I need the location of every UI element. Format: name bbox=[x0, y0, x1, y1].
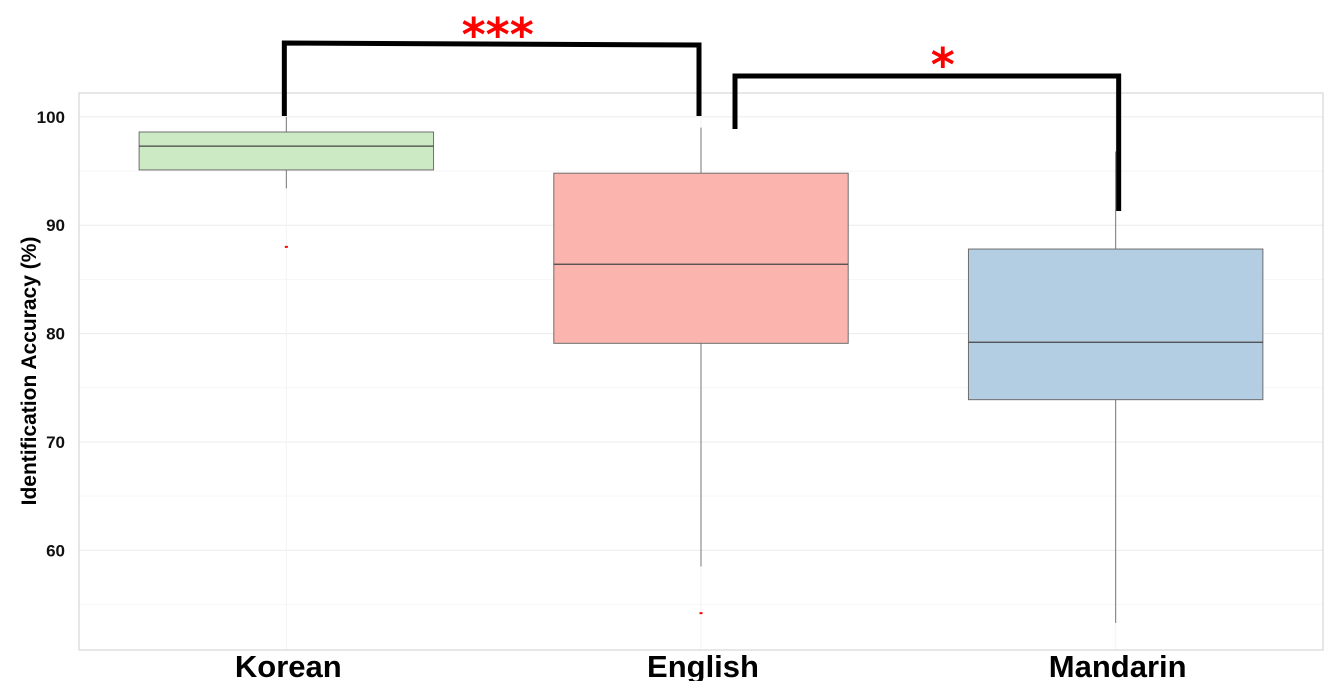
outlier-point bbox=[285, 246, 288, 248]
box-mandarin bbox=[968, 152, 1262, 623]
outlier-point bbox=[700, 612, 703, 614]
y-tick-label: 70 bbox=[46, 433, 65, 452]
y-tick-label: 100 bbox=[37, 108, 65, 127]
y-tick-label: 80 bbox=[46, 325, 65, 344]
x-axis-labels: Korean English Mandarin bbox=[235, 649, 1187, 681]
iqr-box bbox=[968, 249, 1262, 400]
x-category-label: Korean bbox=[235, 649, 342, 681]
significance-label: * bbox=[931, 38, 955, 92]
boxes bbox=[139, 117, 1263, 623]
x-category-label: Mandarin bbox=[1049, 649, 1187, 681]
iqr-box bbox=[139, 132, 433, 170]
iqr-box bbox=[554, 173, 848, 343]
y-axis-title: Identification Accuracy (%) bbox=[18, 237, 41, 506]
y-tick-label: 60 bbox=[46, 541, 65, 560]
significance-label: *** bbox=[462, 8, 534, 62]
x-category-label: English bbox=[647, 649, 759, 681]
box-english bbox=[554, 128, 848, 614]
y-tick-label: 90 bbox=[46, 216, 65, 235]
significance-bracket: *** bbox=[284, 8, 699, 116]
